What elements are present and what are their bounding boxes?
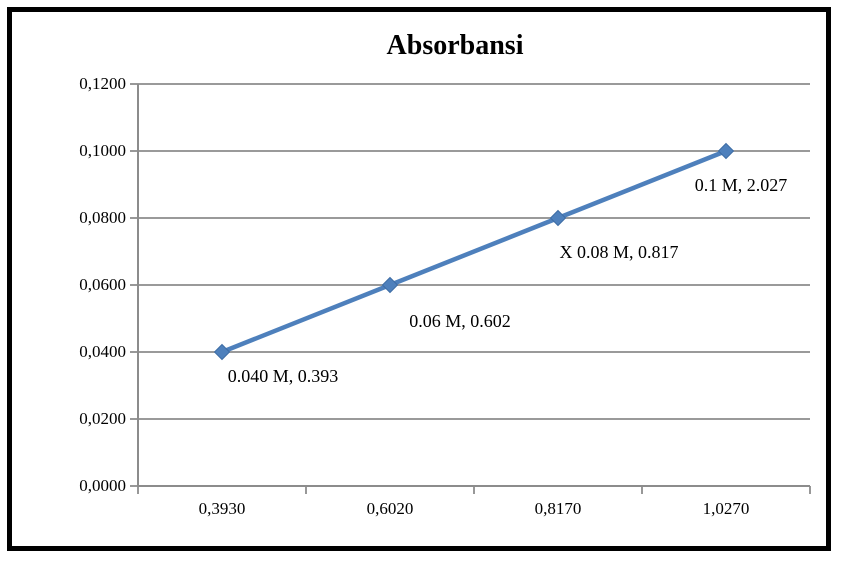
data-point-label: X 0.08 M, 0.817 [559, 242, 679, 262]
series-line [219, 148, 729, 355]
y-tick-label: 0,0600 [79, 275, 126, 294]
data-point-marker [381, 276, 399, 294]
x-tick-label: 0,3930 [198, 499, 246, 518]
chart-frame [7, 7, 831, 551]
x-tick-label: 1,0270 [702, 499, 750, 518]
y-tick-label: 0,0800 [79, 208, 126, 227]
data-point-marker [549, 209, 567, 227]
y-tick-label: 0,0000 [79, 476, 126, 495]
y-tick-label: 0,0400 [79, 342, 126, 361]
data-point-marker [213, 343, 231, 361]
data-point-label: 0.1 M, 2.027 [694, 175, 788, 195]
y-tick-label: 0,1000 [79, 141, 126, 160]
x-tick-label: 0,8170 [534, 499, 582, 518]
chart-title: Absorbansi [386, 30, 524, 61]
data-point-label: 0.06 M, 0.602 [409, 311, 511, 331]
y-tick-label: 0,1200 [79, 74, 126, 93]
y-tick-label: 0,0200 [79, 409, 126, 428]
data-point-label: 0.040 M, 0.393 [227, 366, 339, 386]
x-tick-label: 0,6020 [366, 499, 414, 518]
data-point-marker [717, 142, 735, 160]
